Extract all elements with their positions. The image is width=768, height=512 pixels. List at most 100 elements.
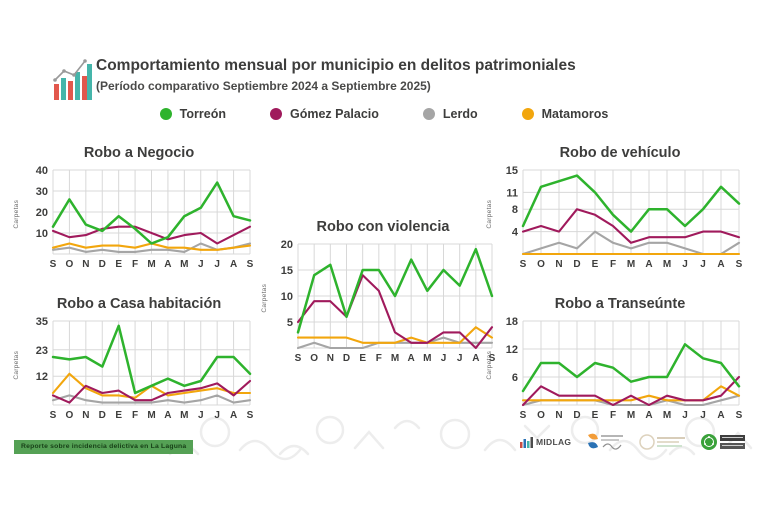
svg-text:20: 20 <box>281 239 293 251</box>
report-badge: Reporte sobre incidencia delictiva en La… <box>14 440 194 454</box>
svg-text:15: 15 <box>506 165 518 177</box>
svg-text:M: M <box>627 410 635 421</box>
legend-label: Torreón <box>179 107 226 121</box>
torreon-color-dot <box>159 108 172 120</box>
svg-text:10: 10 <box>36 228 48 240</box>
svg-text:D: D <box>573 410 580 421</box>
legend-item-gomez-palacio: Gómez Palacio <box>269 107 379 121</box>
svg-text:A: A <box>230 410 237 421</box>
svg-text:S: S <box>520 410 527 421</box>
svg-text:S: S <box>50 410 57 421</box>
svg-text:F: F <box>376 353 382 364</box>
svg-text:J: J <box>700 410 706 421</box>
svg-text:15: 15 <box>281 265 293 277</box>
svg-text:A: A <box>717 259 724 270</box>
svg-text:N: N <box>82 410 89 421</box>
svg-text:M: M <box>627 259 635 270</box>
legend-item-matamoros: Matamoros <box>521 107 609 121</box>
svg-text:20: 20 <box>36 207 48 219</box>
svg-text:18: 18 <box>506 316 518 328</box>
svg-text:M: M <box>147 259 155 270</box>
svg-text:J: J <box>214 259 220 270</box>
svg-text:O: O <box>66 259 74 270</box>
svg-text:S: S <box>247 259 254 270</box>
svg-text:S: S <box>736 259 743 270</box>
svg-text:N: N <box>555 259 562 270</box>
lerdo-color-dot <box>422 108 435 120</box>
growth-chart-icon <box>53 59 92 100</box>
svg-text:11: 11 <box>506 187 518 199</box>
svg-text:O: O <box>66 410 74 421</box>
svg-text:E: E <box>592 259 599 270</box>
svg-text:12: 12 <box>506 344 518 356</box>
svg-text:N: N <box>327 353 334 364</box>
svg-text:M: M <box>423 353 431 364</box>
midlag-bars-icon <box>520 437 533 448</box>
svg-text:M: M <box>663 410 671 421</box>
svg-text:F: F <box>132 410 138 421</box>
legend-label: Gómez Palacio <box>289 107 379 121</box>
svg-text:F: F <box>132 259 138 270</box>
page-subtitle: (Período comparativo Septiembre 2024 a S… <box>96 79 431 93</box>
svg-text:8: 8 <box>512 204 518 216</box>
svg-text:E: E <box>115 259 122 270</box>
svg-text:E: E <box>115 410 122 421</box>
svg-text:A: A <box>164 259 171 270</box>
svg-text:S: S <box>489 353 496 364</box>
observatorio-nacional-logo <box>700 432 746 452</box>
consejo-civico-logo <box>584 431 626 453</box>
svg-text:35: 35 <box>36 316 48 328</box>
red-nacional-logo <box>639 433 687 451</box>
legend-label: Matamoros <box>541 107 609 121</box>
svg-text:J: J <box>457 353 463 364</box>
svg-text:S: S <box>50 259 57 270</box>
legend-label: Lerdo <box>442 107 478 121</box>
chart-title: Robo a Casa habitación <box>56 296 222 312</box>
legend-item-lerdo: Lerdo <box>422 107 478 121</box>
svg-text:J: J <box>682 410 688 421</box>
svg-text:M: M <box>147 410 155 421</box>
svg-text:30: 30 <box>36 186 48 198</box>
svg-text:F: F <box>610 410 616 421</box>
red-nacional-mark <box>639 434 686 450</box>
svg-text:23: 23 <box>36 345 48 357</box>
svg-text:J: J <box>198 410 204 421</box>
svg-text:J: J <box>214 410 220 421</box>
y-axis-label: Carpetas <box>13 199 20 229</box>
svg-text:M: M <box>391 353 399 364</box>
svg-text:A: A <box>717 410 724 421</box>
svg-text:E: E <box>359 353 366 364</box>
svg-text:A: A <box>645 259 652 270</box>
svg-text:6: 6 <box>512 372 518 384</box>
svg-text:F: F <box>610 259 616 270</box>
svg-text:40: 40 <box>36 165 48 177</box>
page-title: Comportamiento mensual por municipio en … <box>96 57 576 74</box>
svg-text:E: E <box>592 410 599 421</box>
svg-text:M: M <box>663 259 671 270</box>
svg-text:A: A <box>408 353 415 364</box>
svg-text:N: N <box>555 410 562 421</box>
svg-text:M: M <box>180 410 188 421</box>
svg-text:J: J <box>198 259 204 270</box>
svg-text:D: D <box>99 410 106 421</box>
svg-text:J: J <box>441 353 447 364</box>
svg-text:S: S <box>295 353 302 364</box>
svg-text:A: A <box>164 410 171 421</box>
observatorio-nacional-mark <box>701 434 746 450</box>
y-axis-label: Carpetas <box>13 350 20 380</box>
svg-text:A: A <box>645 410 652 421</box>
midlag-logo: MIDLAG <box>520 436 571 448</box>
legend: Torreón Gómez Palacio Lerdo Matamoros <box>0 107 768 121</box>
chart-title: Robo a Negocio <box>83 145 195 161</box>
chart-title: Robo de vehículo <box>559 145 681 161</box>
chart-robo-a-negocio: Robo a Negocio Carpetas S O N D E F M A M J J A S 10 2… <box>13 145 264 275</box>
svg-text:D: D <box>573 259 580 270</box>
svg-text:N: N <box>82 259 89 270</box>
matamoros-color-dot <box>521 108 534 120</box>
y-axis-label: Carpetas <box>486 350 493 380</box>
